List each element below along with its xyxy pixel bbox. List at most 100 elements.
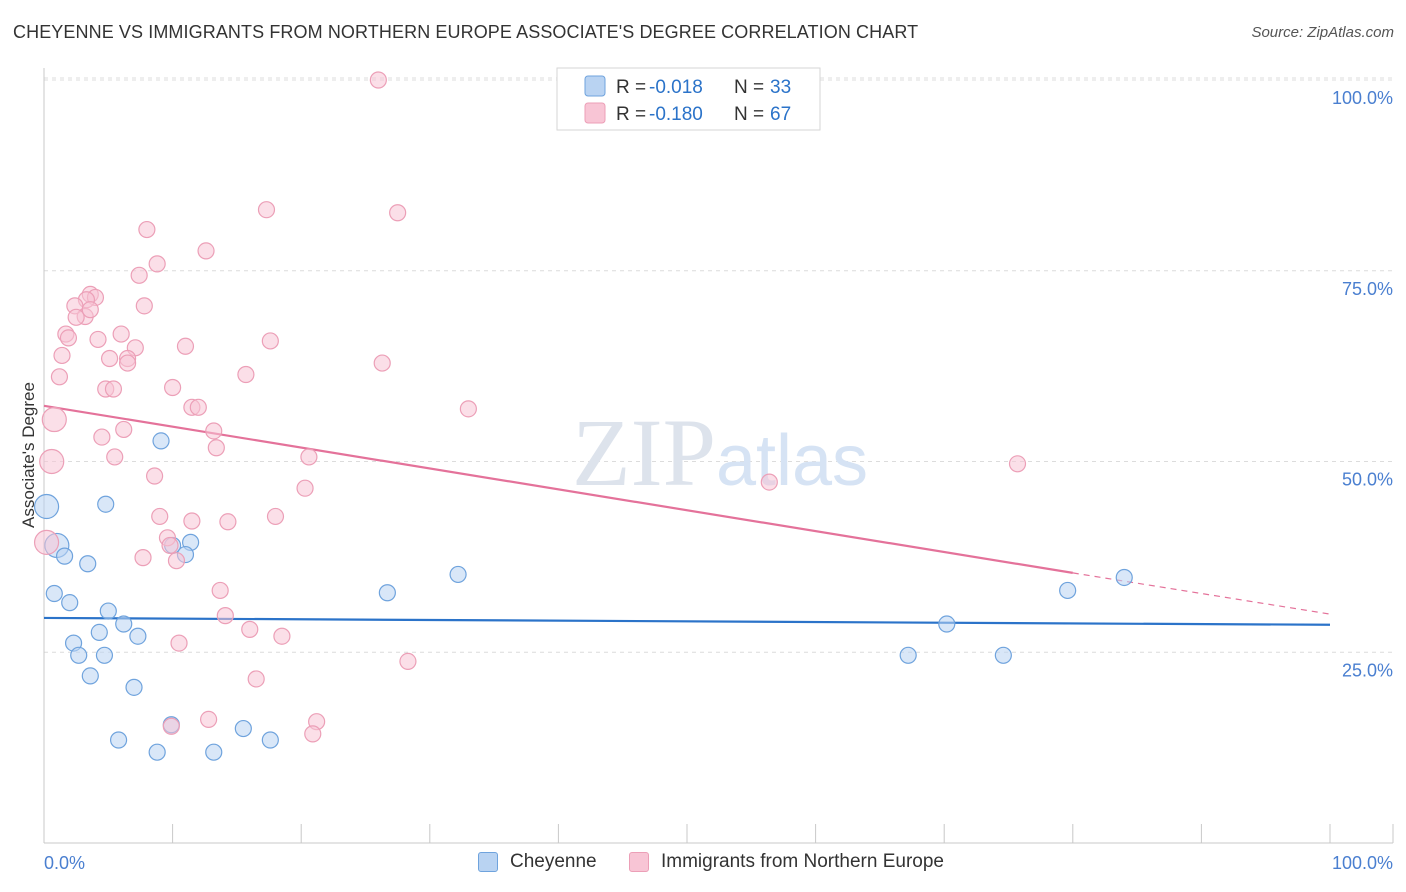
immigrants-point (459, 400, 477, 418)
legend-r-value-cheyenne: -0.018 (649, 77, 703, 98)
immigrants-point (41, 406, 67, 433)
immigrants-point (81, 301, 99, 319)
cheyenne-point (938, 615, 956, 633)
y-axis-label: Associate's Degree (19, 382, 38, 528)
immigrants-point (130, 266, 148, 284)
immigrants-point (197, 242, 215, 260)
cheyenne-point (994, 646, 1012, 664)
immigrants-point (300, 448, 318, 466)
cheyenne-point (109, 731, 128, 749)
legend-r-label: R = (616, 104, 646, 125)
immigrants-point (148, 255, 166, 273)
stats-legend: R = -0.018 N = 33 R = -0.180 N = 67 (556, 67, 821, 131)
immigrants-point (257, 201, 276, 219)
immigrants-point (89, 330, 107, 349)
cheyenne-point (125, 678, 143, 696)
immigrants-point (161, 536, 179, 555)
cheyenne-point (152, 432, 170, 450)
immigrants-point (162, 717, 180, 735)
y-tick-label: 25.0% (1342, 660, 1393, 680)
immigrants-point (176, 337, 195, 355)
legend-label-immigrants: Immigrants from Northern Europe (661, 851, 944, 872)
immigrants-point (211, 581, 229, 600)
legend-item-cheyenne[interactable]: Cheyenne (478, 851, 597, 873)
immigrants-point (112, 325, 130, 343)
x-tick-label: 0.0% (44, 853, 85, 873)
immigrants-point (183, 512, 201, 530)
legend-swatch-immigrants (629, 852, 649, 872)
cheyenne-point (899, 646, 917, 664)
cheyenne-point (1059, 581, 1077, 600)
legend-item-immigrants[interactable]: Immigrants from Northern Europe (629, 851, 944, 873)
immigrants-point (241, 620, 259, 638)
cheyenne-point (95, 646, 114, 664)
chart-title: CHEYENNE VS IMMIGRANTS FROM NORTHERN EUR… (13, 22, 919, 42)
y-tick-label: 75.0% (1342, 279, 1393, 299)
immigrants-point (189, 398, 207, 416)
immigrants-point (273, 627, 291, 645)
cheyenne-point (45, 584, 63, 603)
immigrants-point (369, 71, 387, 89)
immigrants-point (106, 448, 124, 466)
cheyenne-point (1115, 568, 1133, 587)
immigrants-point (373, 354, 391, 372)
immigrants-point (304, 725, 322, 743)
cheyenne-point (97, 495, 115, 513)
cheyenne-point (79, 555, 97, 573)
immigrants-point (50, 368, 69, 386)
data-points (33, 71, 1133, 761)
immigrants-trendline (43, 404, 1073, 574)
immigrants-point (104, 380, 123, 398)
immigrants-point (207, 439, 225, 457)
cheyenne-point (90, 623, 108, 642)
immigrants-point (164, 378, 182, 397)
cheyenne-point (115, 615, 133, 633)
y-tick-label: 50.0% (1342, 470, 1393, 490)
immigrants-point (67, 308, 85, 326)
immigrants-point (399, 652, 417, 671)
cheyenne-point (61, 594, 79, 612)
immigrants-point (1008, 455, 1027, 473)
immigrants-point (134, 549, 152, 567)
chart-source: Source: ZipAtlas.com (1251, 24, 1394, 41)
immigrants-point (170, 634, 188, 652)
immigrants-point (219, 513, 237, 531)
immigrants-point (247, 670, 265, 688)
watermark-zip: ZIP (572, 399, 716, 506)
y-tick-label: 100.0% (1332, 88, 1393, 108)
legend-n-value-immigrants: 67 (770, 104, 791, 125)
legend-r-label: R = (616, 77, 646, 98)
cheyenne-point (55, 547, 74, 565)
immigrants-point (760, 473, 778, 491)
legend-label-cheyenne: Cheyenne (510, 851, 597, 872)
cheyenne-trendline (43, 616, 1331, 626)
watermark-atlas: atlas (716, 421, 868, 501)
cheyenne-point (33, 493, 60, 520)
cheyenne-point (129, 627, 147, 645)
immigrants-point (200, 710, 218, 728)
immigrants-point (167, 552, 186, 570)
watermark: ZIPatlas (572, 399, 868, 506)
cheyenne-point (81, 667, 99, 685)
legend-r-value-immigrants: -0.180 (649, 104, 703, 125)
cheyenne-point (205, 743, 223, 761)
immigrants-point (93, 428, 111, 446)
immigrants-point (53, 346, 71, 365)
immigrants-point (100, 349, 119, 368)
cheyenne-point (261, 731, 279, 749)
immigrants-point (115, 420, 133, 439)
cheyenne-point (378, 584, 396, 602)
immigrants-point (151, 507, 169, 526)
legend-swatch-cheyenne (584, 75, 606, 97)
immigrants-point (145, 467, 164, 485)
cheyenne-point (234, 719, 252, 738)
series-legend: Cheyenne Immigrants from Northern Europe (0, 851, 1406, 879)
legend-n-label: N = (734, 77, 764, 98)
immigrants-point (266, 507, 285, 526)
cheyenne-point (99, 602, 117, 620)
legend-n-value-cheyenne: 33 (770, 77, 791, 98)
legend-n-label: N = (734, 104, 764, 125)
immigrants-point (261, 332, 279, 350)
immigrants-point (59, 329, 78, 347)
